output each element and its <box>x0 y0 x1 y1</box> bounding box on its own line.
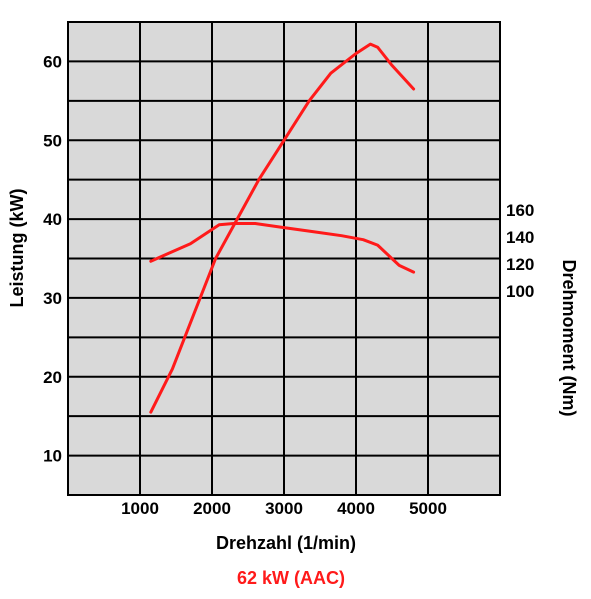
y2-tick-label: 100 <box>506 282 534 301</box>
y2-tick-label: 140 <box>506 228 534 247</box>
y-tick-label: 20 <box>43 368 62 387</box>
x-tick-label: 3000 <box>265 499 303 518</box>
y-tick-label: 50 <box>43 131 62 150</box>
series-layer <box>149 42 416 414</box>
x-tick-label: 5000 <box>409 499 447 518</box>
y-tick-label: 10 <box>43 447 62 466</box>
x-tick-label: 2000 <box>193 499 231 518</box>
y-tick-label: 40 <box>43 210 62 229</box>
y-tick-labels: 10 20 30 40 50 60 <box>43 52 62 465</box>
power-curve <box>149 42 416 414</box>
x-tick-label: 4000 <box>337 499 375 518</box>
chart-caption: 62 kW (AAC) <box>237 568 345 588</box>
x-tick-label: 1000 <box>121 499 159 518</box>
y-tick-label: 60 <box>43 52 62 71</box>
x-axis-title: Drehzahl (1/min) <box>216 533 356 553</box>
plot-frame <box>67 21 501 496</box>
y-axis-title: Leistung (kW) <box>7 189 27 308</box>
y2-axis-title: Drehmoment (Nm) <box>559 259 579 416</box>
y2-tick-label: 120 <box>506 255 534 274</box>
y2-tick-label: 160 <box>506 201 534 220</box>
torque-curve <box>149 222 416 274</box>
grid <box>68 22 500 495</box>
y2-tick-labels: 100 120 140 160 <box>506 201 534 301</box>
y-tick-label: 30 <box>43 289 62 308</box>
x-tick-labels: 1000 2000 3000 4000 5000 <box>121 499 447 518</box>
